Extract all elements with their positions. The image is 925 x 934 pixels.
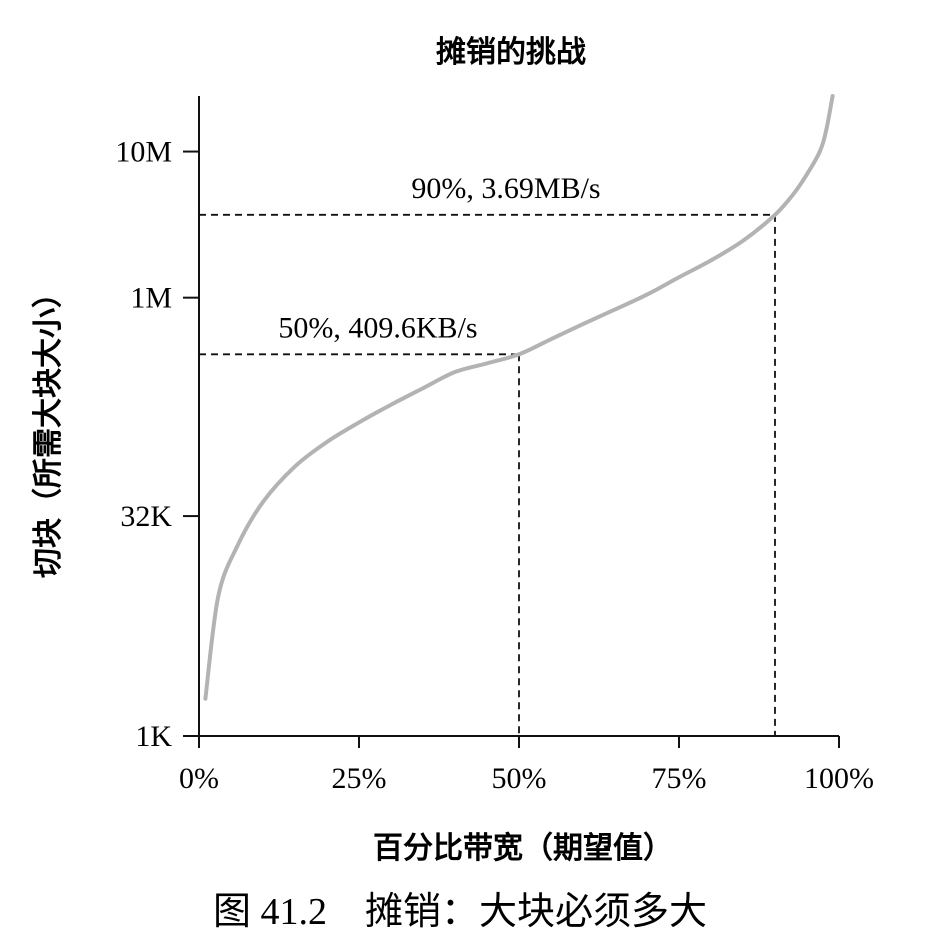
x-axis-label: 百分比带宽（期望值） [373,831,673,866]
annotation-label: 50%, 409.6KB/s [278,311,477,344]
y-ticks: 1K 32K 1M 10M [115,136,199,753]
chart-title: 摊销的挑战 [436,35,586,70]
guide-lines [199,213,776,736]
x-tick-label: 100% [804,762,874,795]
x-tick-label: 50% [492,762,547,795]
y-tick-label: 32K [120,500,172,533]
figure-caption: 图 41.2 摊销：大块必须多大 [213,891,707,933]
x-tick-label: 75% [652,762,707,795]
series [203,94,835,701]
annotations: 50%, 409.6KB/s 90%, 3.69MB/s [278,172,600,344]
y-axis-label: 切块（所需大块大小） [31,278,66,578]
y-tick-label: 1K [135,720,172,753]
y-tick-label: 1M [130,282,172,315]
x-tick-label: 25% [332,762,387,795]
x-tick-label: 0% [179,762,219,795]
y-tick-label: 10M [115,136,172,169]
annotation-label: 90%, 3.69MB/s [411,172,600,205]
series-line [203,94,835,701]
x-ticks: 0% 25% 50% 75% 100% [179,736,874,795]
